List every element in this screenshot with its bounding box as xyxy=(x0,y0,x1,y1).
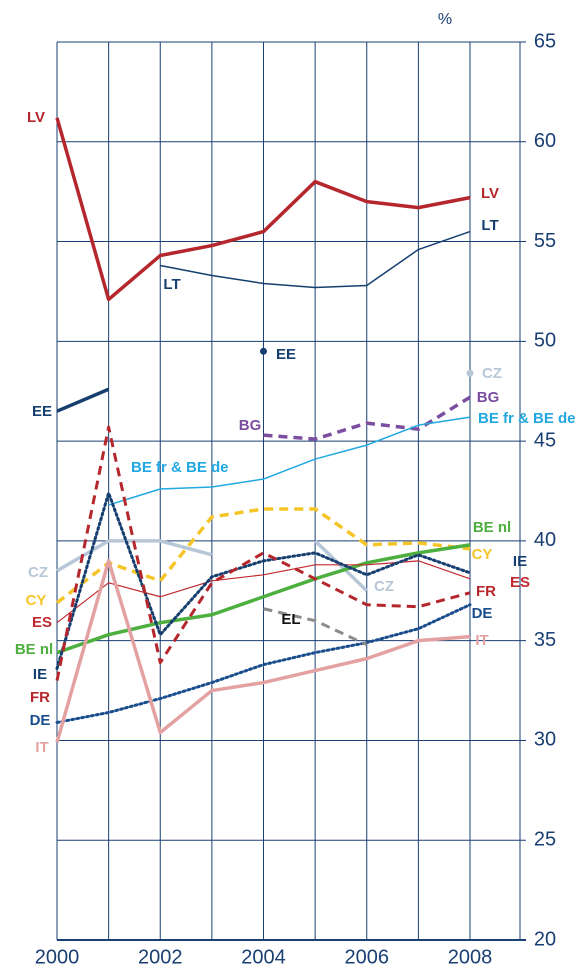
y-tick-label: 60 xyxy=(534,130,556,152)
point xyxy=(260,347,267,355)
y-tick-label: 35 xyxy=(534,629,556,651)
y-tick-label: 30 xyxy=(534,729,556,751)
y-tick-label: 25 xyxy=(534,829,556,851)
series-label: CZ xyxy=(28,564,48,581)
series-label: BE nl xyxy=(473,519,511,536)
series-line xyxy=(56,387,110,413)
series-line xyxy=(56,543,471,655)
series-label: BG xyxy=(477,389,500,406)
series-label: LT xyxy=(163,276,180,293)
series-label: LV xyxy=(481,185,499,202)
series-label: BG xyxy=(239,417,262,434)
series-label: CY xyxy=(472,546,493,563)
series-line xyxy=(55,559,471,743)
series-line xyxy=(108,416,471,506)
series-label: CZ xyxy=(482,365,502,382)
series-label: EL xyxy=(281,611,300,628)
x-tick-label: 2000 xyxy=(35,946,80,968)
y-tick-label: 55 xyxy=(534,230,556,252)
series-label: IT xyxy=(35,739,48,756)
series-line xyxy=(263,607,368,647)
series-label: FR xyxy=(476,583,496,600)
x-tick-label: 2006 xyxy=(345,946,390,968)
series-label: DE xyxy=(30,712,51,729)
series-label: CY xyxy=(26,592,47,609)
series-label: EE xyxy=(276,346,296,363)
y-tick-label: 50 xyxy=(534,330,556,352)
series-line xyxy=(55,603,472,724)
x-tick-label: 2004 xyxy=(241,946,286,968)
point xyxy=(466,369,474,377)
series-line xyxy=(55,117,471,302)
series-label: FR xyxy=(30,689,50,706)
y-tick-label: 40 xyxy=(534,529,556,551)
x-tick-label: 2008 xyxy=(448,946,493,968)
series-line xyxy=(55,507,471,605)
series-line xyxy=(55,491,472,671)
series-line xyxy=(313,539,368,593)
series-label: BE nl xyxy=(15,641,53,658)
series-label: IE xyxy=(33,666,47,683)
series-label: ES xyxy=(510,574,530,591)
series-label: CZ xyxy=(374,578,394,595)
series-label: IE xyxy=(513,553,527,570)
y-tick-label: 45 xyxy=(534,429,556,451)
series-line xyxy=(263,395,471,441)
series-label: DE xyxy=(472,605,493,622)
series-label: LV xyxy=(27,109,45,126)
series-line xyxy=(55,425,471,681)
series-label: BE fr & BE de xyxy=(131,459,229,476)
series-label: LT xyxy=(481,217,498,234)
x-tick-label: 2002 xyxy=(138,946,183,968)
series-label: BE fr & BE de xyxy=(478,410,576,427)
y-tick-label: 65 xyxy=(534,30,556,52)
series-label: IT xyxy=(475,632,488,649)
series-line xyxy=(160,230,471,289)
series-label: ES xyxy=(32,614,52,631)
series-label: EE xyxy=(32,403,52,420)
unit-label: % xyxy=(438,11,452,28)
y-tick-label: 20 xyxy=(534,928,556,950)
